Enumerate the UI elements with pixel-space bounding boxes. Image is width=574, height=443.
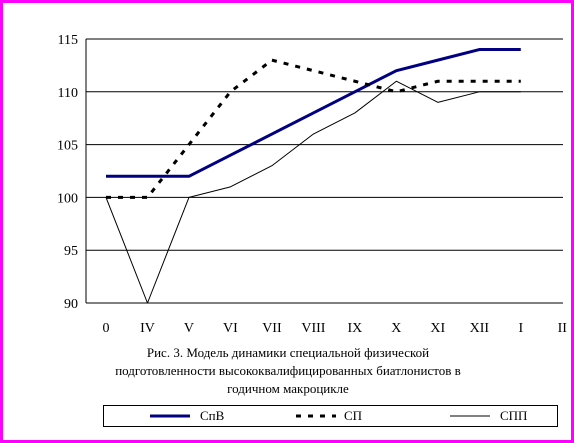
y-tick-label: 90 xyxy=(64,297,78,312)
legend-label-sp: СП xyxy=(344,408,363,423)
x-tick-label: IV xyxy=(140,321,155,336)
x-axis: 0 IV V VI VII VIII IX X XI XII I II xyxy=(103,321,568,336)
y-tick-label: 115 xyxy=(58,33,78,48)
x-tick-label: XI xyxy=(430,321,445,336)
x-tick-label: VI xyxy=(223,321,238,336)
series-line-3 xyxy=(105,80,521,304)
x-tick-label: II xyxy=(558,321,568,336)
y-tick-label: 110 xyxy=(58,86,78,101)
y-tick-label: 105 xyxy=(57,139,78,154)
series-lines xyxy=(105,48,521,304)
y-tick-label: 95 xyxy=(64,244,78,259)
x-tick-label: IX xyxy=(347,321,362,336)
y-tick-label: 100 xyxy=(57,191,78,206)
chart-caption: Рис. 3. Модель динамики специальной физи… xyxy=(115,345,461,396)
legend: СпВ СП СПП xyxy=(103,405,558,427)
x-tick-label: VII xyxy=(262,321,282,336)
x-tick-label: 0 xyxy=(103,321,110,336)
x-tick-label: VIII xyxy=(301,321,325,336)
x-tick-label: I xyxy=(518,321,523,336)
y-axis: 90 95 100 105 110 115 xyxy=(57,33,87,312)
grid-lines xyxy=(86,38,563,304)
series-line-1 xyxy=(106,48,521,178)
legend-label-spv: СпВ xyxy=(200,408,225,423)
x-tick-label: X xyxy=(391,321,401,336)
x-tick-label: V xyxy=(184,321,194,336)
legend-label-spp: СПП xyxy=(500,408,528,423)
series-line-2 xyxy=(106,58,521,199)
x-tick-label: XII xyxy=(470,321,490,336)
